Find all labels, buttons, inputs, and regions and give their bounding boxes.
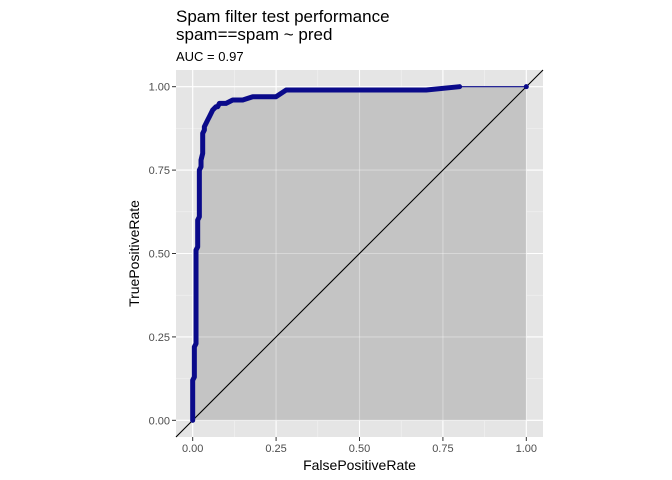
y-axis-title: TruePositiveRate: [126, 200, 142, 307]
diagonal-reference-line: [175, 69, 544, 438]
x-axis-ticks: 0.00 0.25 0.50 0.75 1.00: [182, 437, 537, 455]
auc-annotation: AUC = 0.97: [176, 49, 244, 64]
roc-curve-line: [190, 84, 463, 423]
chart-subtitle: spam==spam ~ pred: [176, 25, 332, 44]
chart-title: Spam filter test performance: [176, 7, 390, 26]
x-tick-label: 1.00: [516, 443, 537, 455]
x-tick-label: 0.50: [349, 443, 370, 455]
x-tick-label: 0.75: [432, 443, 453, 455]
y-axis-ticks: 0.00 0.25 0.50 0.75 1.00: [149, 82, 176, 427]
x-tick-label: 0.00: [182, 443, 203, 455]
y-tick-label: 1.00: [149, 82, 170, 94]
y-tick-label: 0.25: [149, 332, 170, 344]
x-axis-title: FalsePositiveRate: [303, 457, 416, 473]
y-tick-label: 0.00: [149, 415, 170, 427]
y-tick-label: 0.75: [149, 165, 170, 177]
y-tick-label: 0.50: [149, 249, 170, 261]
x-tick-label: 0.25: [265, 443, 286, 455]
roc-end-point: [523, 84, 529, 90]
